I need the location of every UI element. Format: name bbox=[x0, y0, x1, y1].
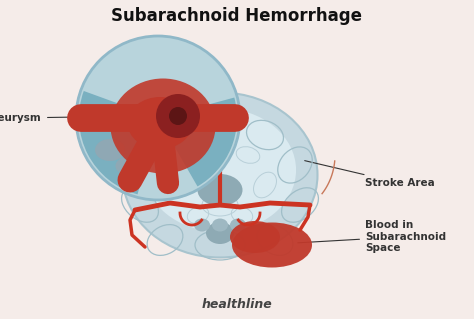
Wedge shape bbox=[79, 91, 158, 194]
Ellipse shape bbox=[128, 97, 192, 149]
Ellipse shape bbox=[212, 219, 228, 232]
Ellipse shape bbox=[116, 157, 140, 175]
Ellipse shape bbox=[194, 219, 210, 232]
Ellipse shape bbox=[122, 93, 318, 257]
Ellipse shape bbox=[232, 222, 312, 268]
Circle shape bbox=[156, 94, 200, 138]
Circle shape bbox=[169, 107, 187, 125]
Text: Subarachnoid Hemorrhage: Subarachnoid Hemorrhage bbox=[111, 7, 363, 25]
Text: Stroke Area: Stroke Area bbox=[305, 161, 435, 188]
Wedge shape bbox=[158, 98, 237, 186]
Text: Blood in
Subarachnoid
Space: Blood in Subarachnoid Space bbox=[298, 220, 446, 253]
Ellipse shape bbox=[110, 78, 216, 174]
Ellipse shape bbox=[95, 139, 125, 161]
Ellipse shape bbox=[198, 174, 243, 206]
Ellipse shape bbox=[144, 108, 296, 232]
Text: Aneurysm: Aneurysm bbox=[0, 113, 145, 123]
Circle shape bbox=[76, 36, 240, 200]
Text: healthline: healthline bbox=[201, 299, 273, 311]
Ellipse shape bbox=[230, 219, 246, 232]
Ellipse shape bbox=[206, 222, 234, 244]
Ellipse shape bbox=[230, 221, 280, 253]
